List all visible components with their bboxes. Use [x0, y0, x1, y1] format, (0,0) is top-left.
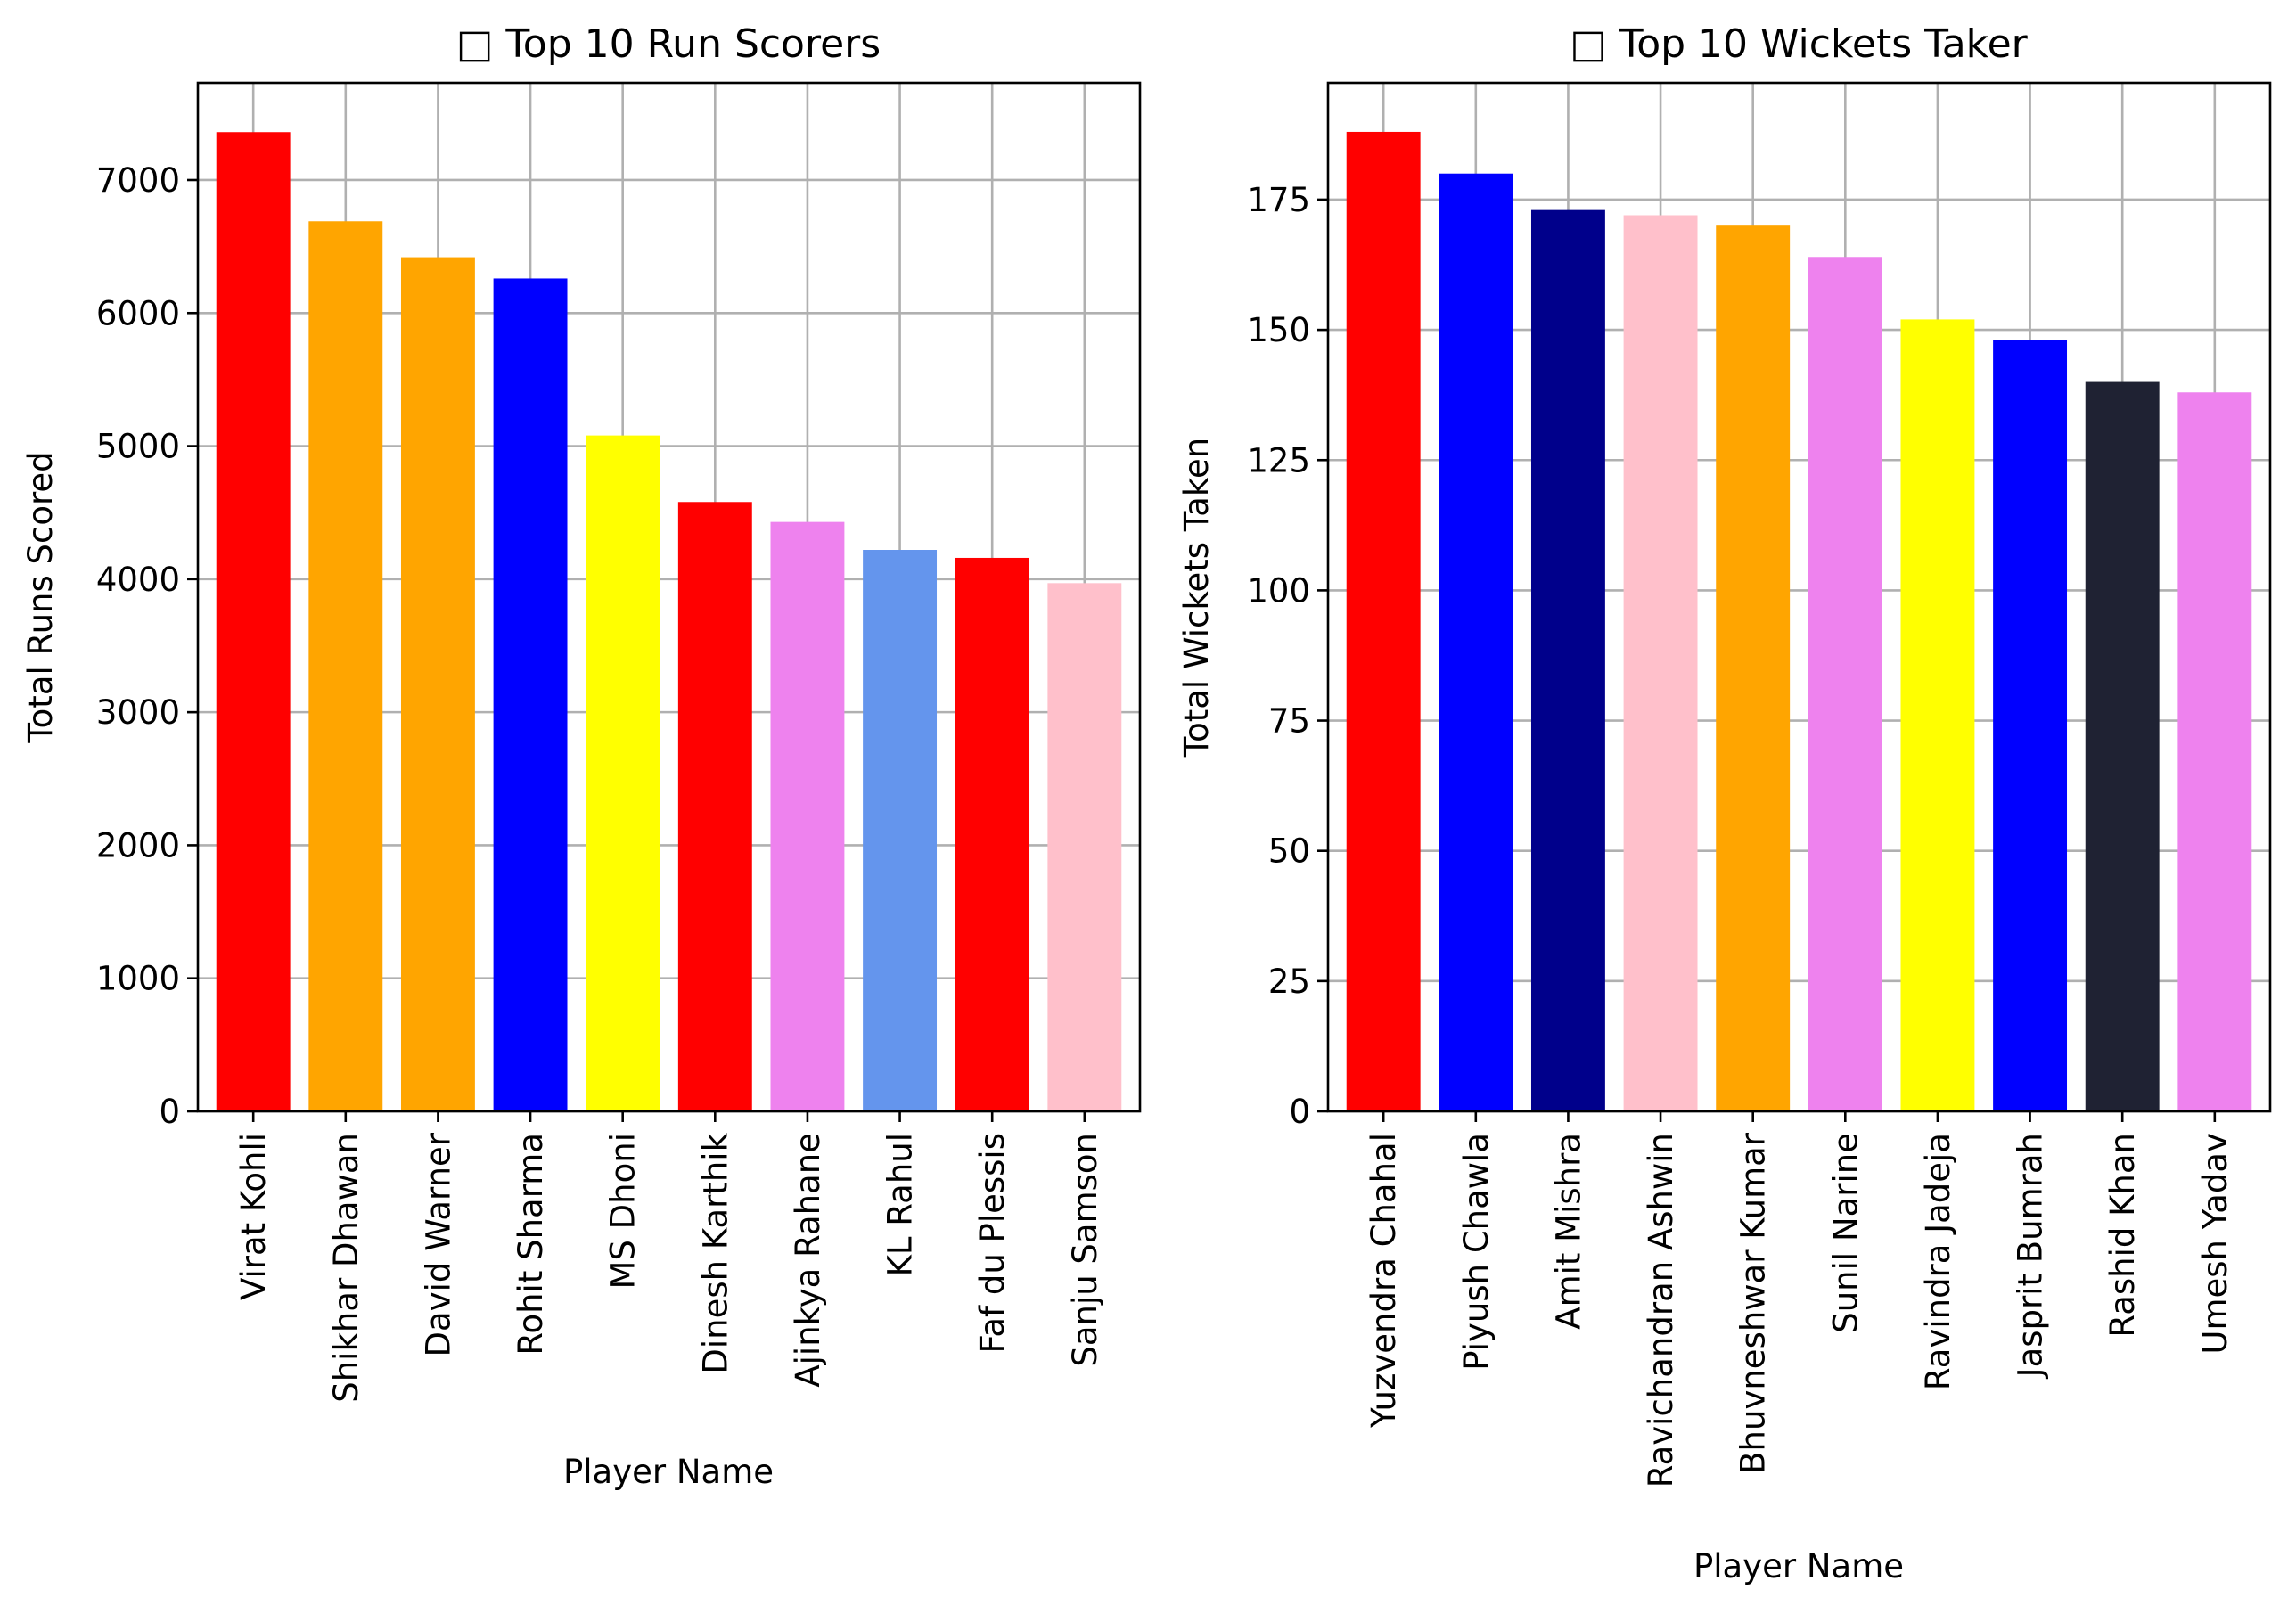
- runs-bar: [955, 557, 1029, 1111]
- runs-bars: [216, 132, 1122, 1112]
- wickets-bar: [1993, 340, 2068, 1111]
- runs-chart-title: □ Top 10 Run Scorers: [456, 21, 881, 67]
- wickets-ticks: 0 25 50 75 100 125 150 175 Yuzvendra Chahal Piyus…: [1247, 181, 2234, 1487]
- runs-bar: [308, 221, 383, 1112]
- runs-x-tick-label: MS Dhoni: [604, 1133, 643, 1289]
- wickets-y-tick-label: 150: [1247, 311, 1310, 349]
- wickets-bar: [1439, 173, 1513, 1112]
- wickets-x-tick-label: Bhuvneshwar Kumar: [1734, 1132, 1773, 1474]
- runs-x-tick-label: Faf du Plessis: [973, 1133, 1012, 1354]
- wickets-x-tick-label: Ravindra Jadeja: [1919, 1133, 1957, 1390]
- runs-x-axis-label: Player Name: [563, 1453, 774, 1491]
- runs-plot-frame: [196, 81, 1142, 1113]
- wickets-y-tick-label: 50: [1268, 832, 1310, 871]
- wickets-x-axis-label: Player Name: [1693, 1547, 1904, 1585]
- wickets-bar: [1346, 131, 1421, 1111]
- wickets-bar: [1808, 257, 1882, 1111]
- runs-x-tick-label: KL Rahul: [882, 1133, 920, 1276]
- wickets-y-tick-label: 175: [1247, 181, 1310, 219]
- runs-x-tick-label: Virat Kohli: [234, 1133, 273, 1300]
- wickets-y-tick-label: 125: [1247, 441, 1310, 479]
- wickets-y-tick-label: 75: [1268, 702, 1310, 741]
- runs-x-tick-label: Sanju Samson: [1066, 1133, 1104, 1367]
- wickets-chart-title: □ Top 10 Wickets Taker: [1570, 21, 2028, 67]
- wickets-y-tick-label: 0: [1289, 1093, 1310, 1131]
- runs-bar: [493, 278, 568, 1111]
- runs-y-tick-label: 4000: [96, 561, 180, 599]
- runs-x-tick-label: Shikhar Dhawan: [327, 1133, 365, 1403]
- wickets-bars: [1346, 131, 2252, 1112]
- wickets-y-tick-label: 100: [1247, 571, 1310, 610]
- wickets-chart: 0 25 50 75 100 125 150 175 Yuzvendra Chahal Piyus…: [1177, 21, 2272, 1585]
- wickets-x-tick-label: Rashid Khan: [2103, 1133, 2142, 1338]
- runs-bar: [216, 132, 291, 1112]
- wickets-x-tick-label: Sunil Narine: [1826, 1133, 1865, 1333]
- wickets-bar: [1716, 225, 1791, 1111]
- runs-x-tick-label: Ajinkya Rahane: [789, 1133, 827, 1388]
- wickets-x-tick-label: Piyush Chawla: [1457, 1133, 1496, 1371]
- wickets-x-tick-label: Amit Mishra: [1549, 1133, 1587, 1330]
- wickets-bar: [1623, 215, 1698, 1111]
- runs-bar: [1047, 583, 1122, 1111]
- wickets-x-tick-label: Jasprit Bumrah: [2012, 1133, 2050, 1379]
- runs-y-tick-label: 0: [159, 1093, 180, 1131]
- runs-y-tick-label: 7000: [96, 161, 180, 200]
- runs-bar: [677, 502, 752, 1111]
- runs-y-tick-label: 3000: [96, 693, 180, 732]
- runs-bar: [586, 435, 660, 1111]
- runs-x-tick-label: David Warner: [419, 1132, 457, 1356]
- wickets-bar: [2085, 381, 2160, 1111]
- wickets-y-tick-label: 25: [1268, 963, 1310, 1001]
- runs-ticks: 0 1000 2000 3000 4000 5000 6000 7000 Virat Kohli…: [96, 161, 1104, 1403]
- wickets-x-tick-label: Ravichandran Ashwin: [1642, 1133, 1680, 1487]
- runs-y-tick-label: 6000: [96, 294, 180, 332]
- runs-bar: [770, 521, 845, 1111]
- wickets-bar: [1530, 209, 1605, 1112]
- runs-x-tick-label: Rohit Sharma: [512, 1133, 550, 1356]
- runs-y-tick-label: 2000: [96, 826, 180, 864]
- wickets-plot-frame: [1326, 81, 2272, 1113]
- runs-bar: [863, 550, 938, 1111]
- runs-y-axis-label: Total Runs Scored: [21, 451, 60, 743]
- runs-bar: [400, 257, 475, 1111]
- runs-y-tick-label: 5000: [96, 428, 180, 466]
- runs-x-tick-label: Dinesh Karthik: [696, 1132, 734, 1373]
- wickets-y-axis-label: Total Wickets Taken: [1177, 438, 1216, 758]
- wickets-x-tick-label: Umesh Yadav: [2196, 1133, 2234, 1355]
- wickets-x-tick-label: Yuzvendra Chahal: [1365, 1133, 1403, 1429]
- runs-y-tick-label: 1000: [96, 960, 180, 998]
- wickets-bar: [2177, 392, 2252, 1111]
- wickets-bar: [1900, 319, 1975, 1111]
- runs-chart: 0 1000 2000 3000 4000 5000 6000 7000 Virat Kohli…: [21, 21, 1142, 1491]
